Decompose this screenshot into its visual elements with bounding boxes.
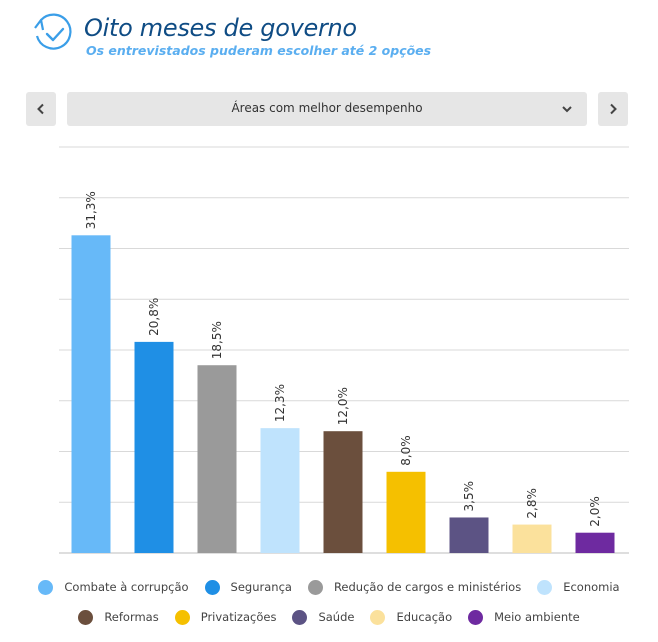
- legend-swatch: [307, 579, 323, 595]
- legend-item-8[interactable]: Educação: [370, 609, 453, 625]
- page-subtitle: Os entrevistados puderam escolher até 2 …: [86, 43, 432, 58]
- legend-item-1[interactable]: Combate à corrupção: [38, 579, 189, 595]
- bar-1[interactable]: [71, 235, 111, 553]
- legend-item-7[interactable]: Saúde: [292, 609, 355, 625]
- legend-swatch: [468, 609, 484, 625]
- data-label-2: 20,8%: [147, 298, 161, 336]
- category-select[interactable]: Áreas com melhor desempenho: [67, 92, 587, 126]
- bar-4[interactable]: [260, 428, 300, 553]
- chevron-down-icon: [562, 106, 572, 113]
- legend-swatch: [174, 609, 190, 625]
- legend-label: Saúde: [318, 610, 355, 624]
- data-label-3: 18,5%: [210, 321, 224, 359]
- chart-legend: Combate à corrupção Segurança Redução de c…: [0, 572, 658, 632]
- legend-label: Redução de cargos e ministérios: [333, 580, 522, 594]
- legend-item-4[interactable]: Economia: [537, 579, 620, 595]
- header: Oito meses de governo Os entrevistados p…: [0, 0, 658, 80]
- legend-label: Privatizações: [200, 610, 277, 624]
- bar-5[interactable]: [323, 431, 363, 553]
- bar-3[interactable]: [197, 365, 237, 553]
- legend-label: Meio ambiente: [494, 610, 580, 624]
- legend-item-9[interactable]: Meio ambiente: [468, 609, 580, 625]
- legend-swatch: [78, 609, 94, 625]
- chevron-left-icon: [37, 103, 44, 115]
- legend-row: Combate à corrupção Segurança Redução de c…: [0, 572, 658, 602]
- legend-item-3[interactable]: Redução de cargos e ministérios: [307, 579, 522, 595]
- bar-6[interactable]: [386, 471, 426, 553]
- bar-9[interactable]: [575, 532, 615, 553]
- data-label-7: 3,5%: [462, 481, 476, 512]
- legend-swatch: [370, 609, 386, 625]
- legend-item-6[interactable]: Privatizações: [174, 609, 277, 625]
- data-label-9: 2,0%: [588, 496, 602, 527]
- data-label-4: 12,3%: [273, 384, 287, 422]
- clock-check-icon: [34, 13, 72, 50]
- legend-label: Combate à corrupção: [64, 580, 189, 594]
- legend-label: Reformas: [104, 610, 159, 624]
- legend-swatch: [38, 579, 54, 595]
- legend-row: Reformas Privatizações Saúde Educação Meio a…: [0, 602, 658, 632]
- data-label-8: 2,8%: [525, 488, 539, 518]
- data-label-1: 31,3%: [84, 191, 98, 229]
- legend-swatch: [292, 609, 308, 625]
- legend-item-2[interactable]: Segurança: [204, 579, 292, 595]
- legend-label: Educação: [396, 610, 453, 624]
- legend-label: Economia: [563, 580, 620, 594]
- data-label-6: 8,0%: [399, 435, 413, 466]
- bar-7[interactable]: [449, 517, 489, 553]
- legend-label: Segurança: [230, 580, 292, 594]
- legend-swatch: [204, 579, 220, 595]
- legend-swatch: [537, 579, 553, 595]
- previous-button[interactable]: [26, 92, 56, 126]
- data-label-5: 12,0%: [336, 387, 350, 425]
- legend-item-5[interactable]: Reformas: [78, 609, 159, 625]
- category-select-label: Áreas com melhor desempenho: [231, 101, 423, 115]
- bar-8[interactable]: [512, 524, 552, 553]
- next-button[interactable]: [598, 92, 628, 126]
- bar-chart: 31,3% 20,8% 18,5% 12,3% 12,0% 8,0% 3,5% 2,8% 2,0…: [59, 146, 629, 554]
- chevron-right-icon: [610, 103, 617, 115]
- page-title: Oito meses de governo: [84, 14, 357, 42]
- bar-2[interactable]: [134, 341, 174, 553]
